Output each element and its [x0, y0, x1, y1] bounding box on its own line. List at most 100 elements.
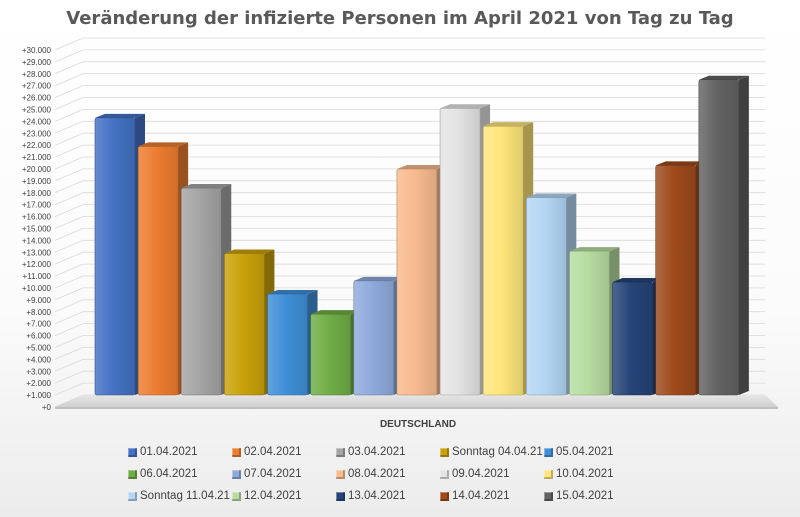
- bar-top: [396, 165, 447, 169]
- bar: [137, 142, 189, 396]
- bar: [310, 310, 361, 396]
- y-tick-label: +23.000: [22, 129, 52, 138]
- chart-floor: [55, 395, 778, 407]
- gridline: [54, 192, 84, 206]
- y-tick-label: +22.000: [22, 141, 52, 150]
- legend-swatch: [128, 491, 137, 501]
- gridline: [54, 37, 84, 51]
- legend-item: 12.04.2021: [232, 488, 336, 504]
- y-tick-label: +2.000: [26, 379, 51, 388]
- y-axis: +0 +1.000 +2.000 +3.000 +4.000 +5.000 +6.000 +7…: [22, 46, 52, 412]
- y-tick-label: +16.000: [22, 213, 52, 222]
- legend-swatch: [544, 447, 553, 457]
- legend-swatch: [544, 469, 553, 479]
- gridline: [54, 73, 84, 87]
- gridline: [54, 144, 84, 158]
- legend-item: Sonntag 11.04.21: [128, 488, 232, 504]
- bar-front: [94, 117, 136, 396]
- bar: [612, 278, 663, 396]
- chart-plot: +0 +1.000 +2.000 +3.000 +4.000 +5.000 +6.000 +7…: [22, 37, 778, 430]
- bar-top: [138, 142, 189, 147]
- legend-swatch: [336, 469, 345, 479]
- bar-top: [181, 184, 232, 189]
- gridline: [54, 335, 84, 348]
- bar-top: [569, 247, 620, 252]
- legend-swatch: [232, 447, 241, 457]
- gridline: [54, 382, 84, 396]
- legend-label: 08.04.2021: [348, 468, 406, 480]
- bar: [439, 104, 491, 396]
- legend-label: 07.04.2021: [244, 468, 302, 480]
- gridline: [54, 97, 84, 110]
- legend-label: 06.04.2021: [140, 468, 198, 480]
- bar-side: [738, 75, 749, 395]
- gridline: [54, 263, 84, 277]
- bar: [224, 249, 275, 396]
- y-tick-label: +18.000: [22, 189, 52, 198]
- bar-top: [655, 161, 706, 166]
- y-tick-label: +21.000: [22, 153, 52, 162]
- legend-swatch: [336, 447, 345, 457]
- legend-item: 15.04.2021: [544, 488, 648, 504]
- legend-label: 14.04.2021: [452, 490, 510, 502]
- y-tick-label: +4.000: [26, 355, 51, 364]
- y-tick-label: +10.000: [22, 284, 52, 293]
- legend-label: 09.04.2021: [452, 468, 510, 480]
- y-tick-label: +0: [42, 403, 52, 412]
- y-tick-label: +6.000: [26, 332, 51, 341]
- bar: [482, 122, 534, 396]
- bar-top: [440, 104, 491, 109]
- bar-front: [482, 125, 524, 396]
- y-tick-label: +13.000: [22, 248, 52, 257]
- bar-front: [569, 250, 610, 396]
- y-tick-label: +3.000: [26, 367, 51, 376]
- x-category-label: DEUTSCHLAND: [380, 419, 456, 430]
- bar-top: [310, 310, 361, 315]
- gridline: [54, 180, 84, 194]
- bar-top: [267, 289, 318, 294]
- gridline: [54, 251, 84, 265]
- legend-item: 08.04.2021: [336, 466, 440, 482]
- y-tick-label: +20.000: [22, 165, 52, 174]
- legend-label: 15.04.2021: [556, 490, 614, 502]
- gridline: [54, 347, 84, 360]
- legend-item: 10.04.2021: [544, 466, 648, 482]
- bar-front: [137, 146, 179, 396]
- legend-item: 01.04.2021: [128, 444, 232, 460]
- legend-swatch: [440, 491, 449, 501]
- bar-front: [180, 187, 222, 396]
- gridline: [54, 156, 84, 170]
- gridline: [54, 216, 84, 229]
- legend-swatch: [440, 469, 449, 479]
- bar-front: [526, 197, 567, 396]
- bar: [396, 165, 447, 396]
- gridline: [54, 228, 84, 241]
- y-tick-label: +19.000: [22, 177, 52, 186]
- y-tick-label: +25.000: [22, 106, 52, 115]
- legend-swatch: [128, 447, 137, 457]
- bar: [353, 276, 404, 396]
- legend-swatch: [128, 469, 137, 479]
- gridline: [54, 120, 84, 134]
- bar-top: [95, 113, 145, 118]
- bar: [698, 75, 749, 396]
- chart-title: Veränderung der infizierte Personen im A…: [66, 8, 734, 29]
- legend-item: 07.04.2021: [232, 466, 336, 482]
- gridline: [54, 287, 84, 301]
- bar-top: [224, 249, 275, 254]
- legend-swatch: [336, 491, 345, 501]
- bar-front: [698, 79, 740, 396]
- y-tick-label: +1.000: [26, 391, 51, 400]
- legend-item: 06.04.2021: [128, 466, 232, 482]
- bar-front: [396, 168, 438, 396]
- legend-item: 05.04.2021: [544, 444, 648, 460]
- gridline: [54, 275, 84, 289]
- bar-front: [655, 165, 697, 396]
- legend-item: 14.04.2021: [440, 488, 544, 504]
- legend-label: 01.04.2021: [140, 446, 198, 458]
- gridline: [54, 299, 84, 313]
- legend-item: 13.04.2021: [336, 488, 440, 504]
- gridline: [54, 358, 84, 372]
- legend-label: Sonntag 11.04.21: [140, 490, 230, 502]
